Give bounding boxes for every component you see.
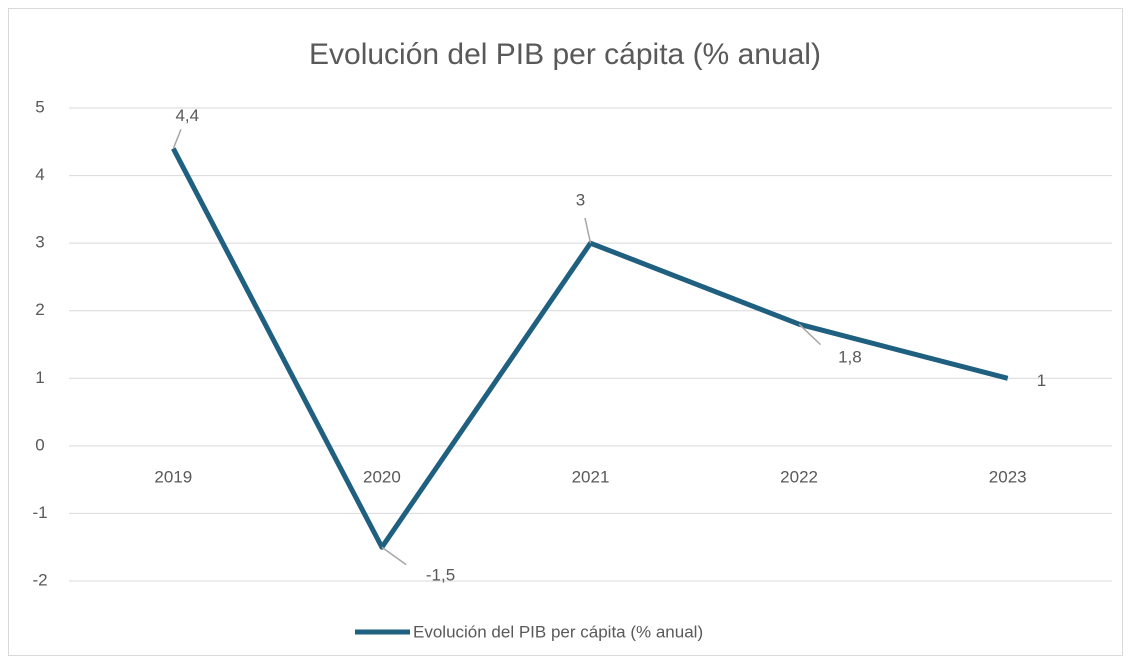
- data-label: -1,5: [426, 566, 455, 585]
- leader-line: [381, 546, 407, 566]
- data-line: [171, 147, 1009, 550]
- chart-title: Evolución del PIB per cápita (% anual): [309, 38, 821, 71]
- y-tick-label: 4: [35, 165, 44, 184]
- legend-label: Evolución del PIB per cápita (% anual): [413, 622, 703, 641]
- x-tick-label: 2021: [572, 467, 610, 486]
- leader-line: [172, 129, 182, 149]
- data-label: 1: [1037, 371, 1046, 390]
- leader-line: [584, 217, 592, 244]
- x-tick-label: 2022: [780, 467, 818, 486]
- chart-border: [8, 8, 1123, 656]
- data-label: 4,4: [175, 106, 199, 125]
- y-tick-label: 3: [35, 233, 44, 252]
- x-tick-label: 2020: [363, 467, 401, 486]
- data-label: 3: [576, 191, 585, 210]
- y-tick-label: 5: [35, 97, 44, 116]
- x-tick-label: 2019: [154, 467, 192, 486]
- leader-line: [798, 323, 822, 346]
- y-tick-label: 2: [35, 300, 44, 319]
- data-label: 1,8: [838, 348, 862, 367]
- y-tick-label: 1: [35, 368, 44, 387]
- y-tick-label: 0: [35, 435, 44, 454]
- y-tick-label: -1: [32, 503, 47, 522]
- y-tick-label: -2: [32, 570, 47, 589]
- x-tick-label: 2023: [989, 467, 1027, 486]
